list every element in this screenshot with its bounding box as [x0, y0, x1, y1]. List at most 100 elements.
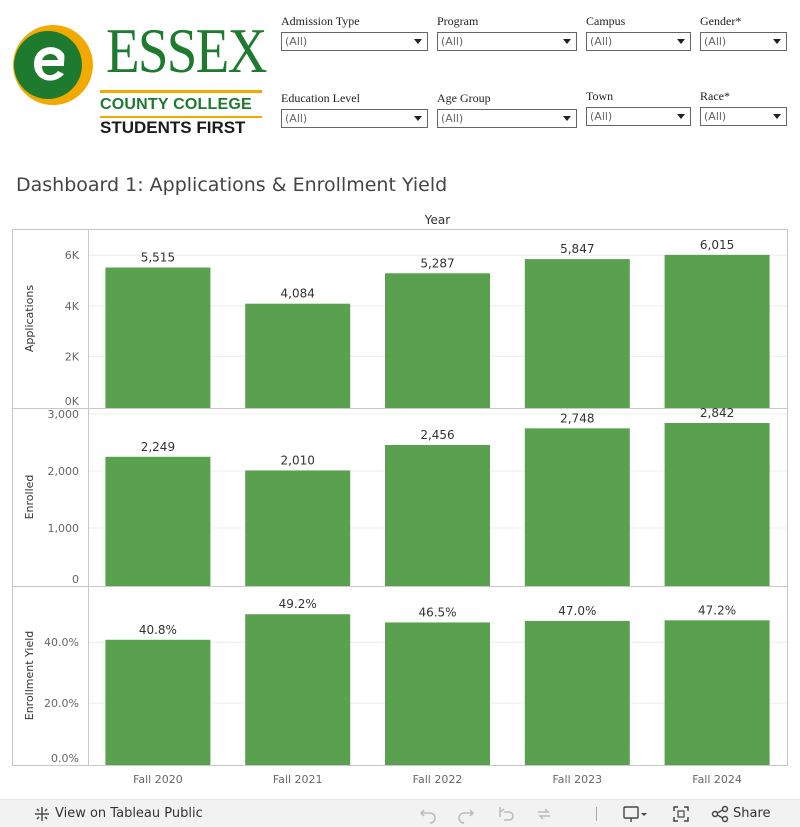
bar: [245, 614, 351, 765]
y-tick-label: 0.0%: [51, 752, 79, 765]
x-tick-label: Fall 2023: [552, 773, 602, 786]
dropdown-value: (All): [704, 35, 727, 48]
bar-value-label: 2,842: [700, 406, 734, 420]
chevron-down-icon: [773, 114, 781, 119]
filter-label: Campus: [586, 14, 626, 28]
bar: [105, 267, 211, 408]
dropdown-value: (All): [441, 112, 464, 125]
filter-label: Race*: [700, 89, 730, 103]
share-button[interactable]: Share: [708, 800, 771, 827]
bar: [245, 470, 351, 586]
filter-label: Admission Type: [281, 14, 360, 28]
bar-value-label: 6,015: [700, 238, 734, 252]
y-tick-label: 3,000: [48, 408, 80, 421]
bar-value-label: 5,287: [420, 256, 454, 270]
bar: [664, 423, 770, 586]
applications-enrollment-chart: Year 0K 2K 4K 6K Applications 5,515 4,084 5,287 5…: [12, 213, 788, 786]
toolbar-divider: [596, 807, 597, 821]
refresh-icon[interactable]: [534, 804, 554, 824]
bar-value-label: 2,748: [560, 411, 594, 425]
x-tick-label: Fall 2020: [133, 773, 183, 786]
bar-value-label: 47.0%: [558, 604, 596, 618]
bar-value-label: 2,010: [281, 453, 315, 467]
filter-label: Age Group: [437, 91, 491, 105]
bar-value-label: 5,515: [141, 251, 175, 265]
redo-icon[interactable]: [456, 804, 476, 824]
y-tick-label: 40.0%: [44, 636, 79, 649]
logo-divider-2: [100, 116, 262, 118]
bar: [105, 456, 211, 586]
bar: [385, 273, 490, 408]
filter-gender: Gender* (All): [700, 14, 787, 52]
bar-value-label: 4,084: [281, 287, 315, 301]
y-tick-label: 0: [72, 573, 79, 586]
y-axis-label: Applications: [23, 285, 36, 352]
bar: [664, 620, 770, 765]
dropdown-value: (All): [590, 110, 613, 123]
bar-value-label: 46.5%: [418, 605, 456, 619]
bar: [245, 303, 351, 408]
town-dropdown[interactable]: (All): [586, 107, 691, 126]
bar-value-label: 40.8%: [139, 623, 177, 637]
bar: [524, 620, 630, 765]
bar: [105, 639, 211, 765]
y-tick-label: 2K: [65, 350, 80, 363]
bar: [524, 259, 630, 408]
dropdown-value: (All): [704, 110, 727, 123]
race-dropdown[interactable]: (All): [700, 107, 787, 126]
filter-admission-type: Admission Type (All): [281, 14, 428, 52]
dropdown-value: (All): [285, 112, 308, 125]
chevron-down-icon: [414, 116, 422, 121]
logo-tagline: STUDENTS FIRST: [100, 118, 246, 137]
program-dropdown[interactable]: (All): [437, 32, 577, 51]
logo-divider: [100, 90, 262, 93]
filter-label: Town: [586, 89, 614, 103]
y-tick-label: 4K: [65, 300, 80, 313]
fullscreen-icon[interactable]: [671, 804, 691, 824]
dropdown-value: (All): [590, 35, 613, 48]
chevron-down-icon: [773, 39, 781, 44]
education-level-dropdown[interactable]: (All): [281, 109, 428, 128]
x-tick-label: Fall 2024: [692, 773, 742, 786]
undo-icon[interactable]: [418, 804, 438, 824]
chevron-down-icon: [677, 39, 685, 44]
campus-dropdown[interactable]: (All): [586, 32, 691, 51]
dropdown-value: (All): [285, 35, 308, 48]
dropdown-value: (All): [441, 35, 464, 48]
download-icon[interactable]: [620, 804, 650, 824]
share-label: Share: [733, 806, 771, 821]
filter-program: Program (All): [437, 14, 577, 52]
revert-icon[interactable]: [496, 804, 516, 824]
chart-frame: [12, 229, 788, 766]
bar: [385, 622, 490, 765]
x-tick-label: Fall 2022: [413, 773, 463, 786]
age-group-dropdown[interactable]: (All): [437, 109, 577, 128]
bar: [664, 254, 770, 408]
filter-age-group: Age Group (All): [437, 91, 577, 129]
filter-label: Program: [437, 14, 479, 28]
y-tick-label: 6K: [65, 249, 80, 262]
y-tick-label: 0K: [65, 395, 80, 408]
bar: [385, 445, 490, 586]
filter-race: Race* (All): [700, 89, 787, 127]
tableau-toolbar: View on Tableau Public Share: [0, 799, 800, 827]
gender-dropdown[interactable]: (All): [700, 32, 787, 51]
filter-label: Gender*: [700, 14, 742, 28]
y-tick-label: 1,000: [48, 522, 80, 535]
chevron-down-icon: [414, 39, 422, 44]
y-tick-label: 20.0%: [44, 697, 79, 710]
college-emblem-icon: [13, 25, 93, 105]
filter-label: Education Level: [281, 91, 360, 105]
filter-campus: Campus (All): [586, 14, 691, 52]
bar-value-label: 5,847: [560, 242, 594, 256]
logo-subtitle: COUNTY COLLEGE: [100, 96, 252, 113]
view-on-tableau-label: View on Tableau Public: [55, 806, 203, 821]
y-tick-label: 2,000: [48, 465, 80, 478]
bar-value-label: 47.2%: [698, 603, 736, 617]
bar-value-label: 2,249: [141, 440, 175, 454]
admission-type-dropdown[interactable]: (All): [281, 32, 428, 51]
view-on-tableau-public-link[interactable]: View on Tableau Public: [30, 800, 203, 827]
filter-town: Town (All): [586, 89, 691, 127]
logo-wordmark: ESSEX: [106, 15, 267, 86]
chevron-down-icon: [563, 39, 571, 44]
